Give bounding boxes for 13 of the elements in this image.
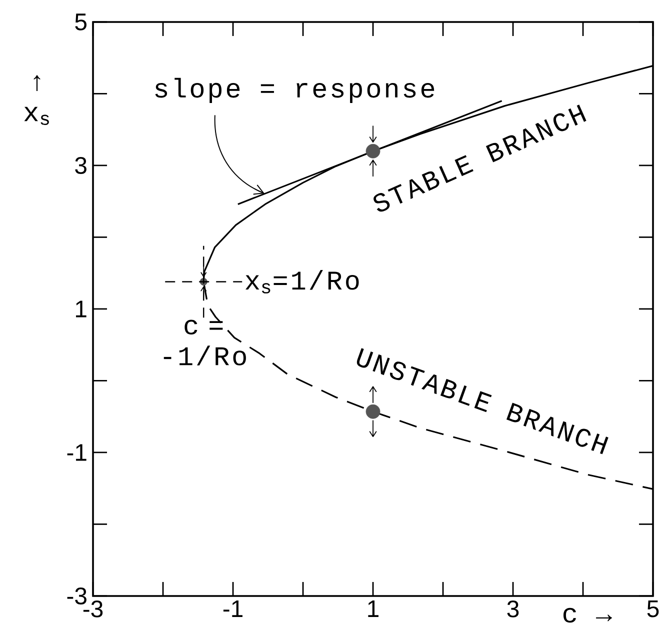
ref-line-label: c = -1/Ro [164,320,246,366]
ref-line-label: x$_{s}$=1/Ro [246,270,359,294]
y-axis-title: ↑ x$_{s}$ [24,75,49,126]
y-tick-label: -1 [67,444,86,461]
x-axis-title: c → [563,608,612,623]
y-tick-label: 5 [75,14,86,30]
y-tick-label: 1 [76,300,86,318]
x-tick-label: 1 [368,600,378,617]
x-tick-label: 3 [507,600,519,618]
y-tick-label: 3 [75,157,86,174]
x-tick-label: -1 [223,600,242,617]
annotation: slope = response [155,78,434,103]
x-tick-label: 5 [647,600,659,618]
